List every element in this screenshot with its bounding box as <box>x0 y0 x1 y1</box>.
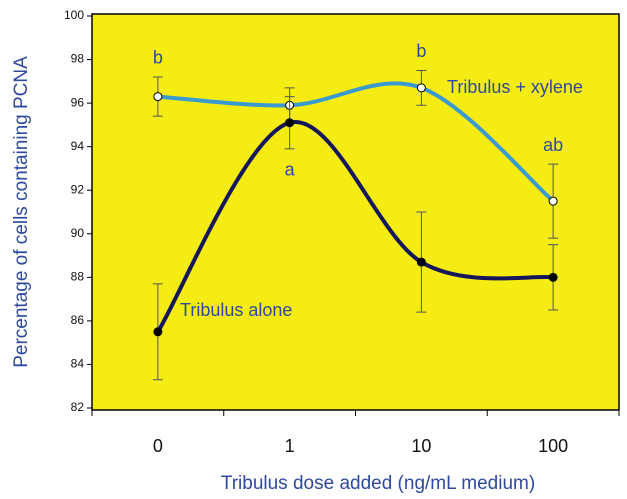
y-tick-label: 86 <box>71 313 85 327</box>
y-tick-label: 94 <box>71 139 85 153</box>
x-axis-label: Tribulus dose added (ng/mL medium) <box>221 473 535 494</box>
annotation: b <box>153 48 163 68</box>
series-line <box>156 120 554 333</box>
series-label: Tribulus alone <box>180 300 292 320</box>
annotation: ab <box>543 135 563 155</box>
x-tick-label: 100 <box>538 436 568 456</box>
point <box>548 272 558 282</box>
x-tick-label: 1 <box>285 436 295 456</box>
y-axis-label: Percentage of cells containing PCNA <box>11 56 32 368</box>
y-tick-label: 100 <box>64 8 84 22</box>
y-tick-label: 92 <box>71 182 85 196</box>
point <box>285 118 295 128</box>
series-line <box>157 81 555 203</box>
x-tick-label: 10 <box>411 436 431 456</box>
point <box>416 257 426 267</box>
y-tick-label: 84 <box>71 357 85 371</box>
y-tick-label: 88 <box>71 270 85 284</box>
point <box>153 92 163 102</box>
annotation: b <box>416 41 426 61</box>
series-label: Tribulus + xylene <box>447 77 583 97</box>
x-tick-label: 0 <box>153 436 163 456</box>
point <box>548 196 558 206</box>
y-tick-label: 82 <box>71 400 85 414</box>
y-tick-label: 98 <box>71 52 85 66</box>
plot-area <box>91 13 620 411</box>
point <box>416 83 426 93</box>
point <box>153 327 163 337</box>
y-tick-label: 96 <box>71 95 85 109</box>
annotation: a <box>285 160 296 180</box>
y-tick-label: 90 <box>71 226 85 240</box>
